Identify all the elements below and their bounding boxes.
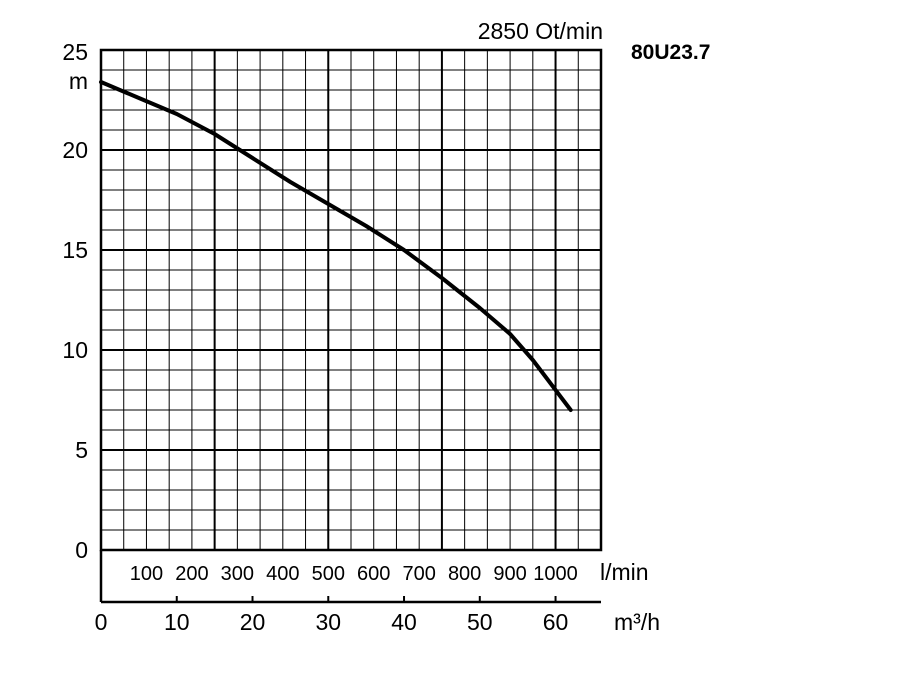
y-tick-label: 10	[62, 337, 88, 363]
head-flow-curve	[99, 80, 573, 412]
l-min-tick-label: 700	[402, 563, 435, 585]
y-axis-tick-labels: 0 5 10 15 20 25	[62, 39, 88, 563]
m3h-tick-label: 10	[164, 609, 190, 635]
y-tick-label: 15	[62, 237, 88, 263]
l-min-tick-label: 800	[448, 563, 481, 585]
l-min-tick-label: 400	[266, 563, 299, 585]
y-tick-label: 25	[62, 39, 88, 65]
m3h-tick-label: 40	[391, 609, 417, 635]
y-tick-label: 20	[62, 137, 88, 163]
m3h-tick-label: 0	[95, 609, 108, 635]
l-min-tick-label: 500	[312, 563, 345, 585]
l-min-tick-label: 900	[493, 563, 526, 585]
l-min-tick-label: 100	[130, 563, 163, 585]
y-axis-unit: m	[69, 68, 88, 94]
speed-label: 2850 Ot/min	[478, 18, 603, 44]
y-tick-label: 0	[75, 537, 88, 563]
l-min-tick-label: 300	[221, 563, 254, 585]
minor-grid	[101, 50, 601, 550]
m3h-tick-label: 50	[467, 609, 493, 635]
l-min-tick-labels: 100 200 300 400 500 600 700 800 900 1000	[130, 563, 578, 585]
y-tick-label: 5	[75, 437, 88, 463]
l-min-tick-label: 200	[175, 563, 208, 585]
m3h-unit: m³/h	[614, 609, 660, 635]
l-min-tick-label: 600	[357, 563, 390, 585]
m3h-tick-label: 20	[240, 609, 266, 635]
l-min-unit: l/min	[600, 559, 649, 585]
m3h-tick-labels: 0 10 20 30 40 50 60	[95, 609, 569, 635]
l-min-tick-label: 1000	[533, 563, 578, 585]
plot-frame	[99, 48, 603, 552]
model-title: 80U23.7	[631, 41, 710, 64]
m3h-tick-label: 60	[543, 609, 569, 635]
bottom-axes	[99, 550, 601, 604]
m3h-tick-label: 30	[315, 609, 341, 635]
